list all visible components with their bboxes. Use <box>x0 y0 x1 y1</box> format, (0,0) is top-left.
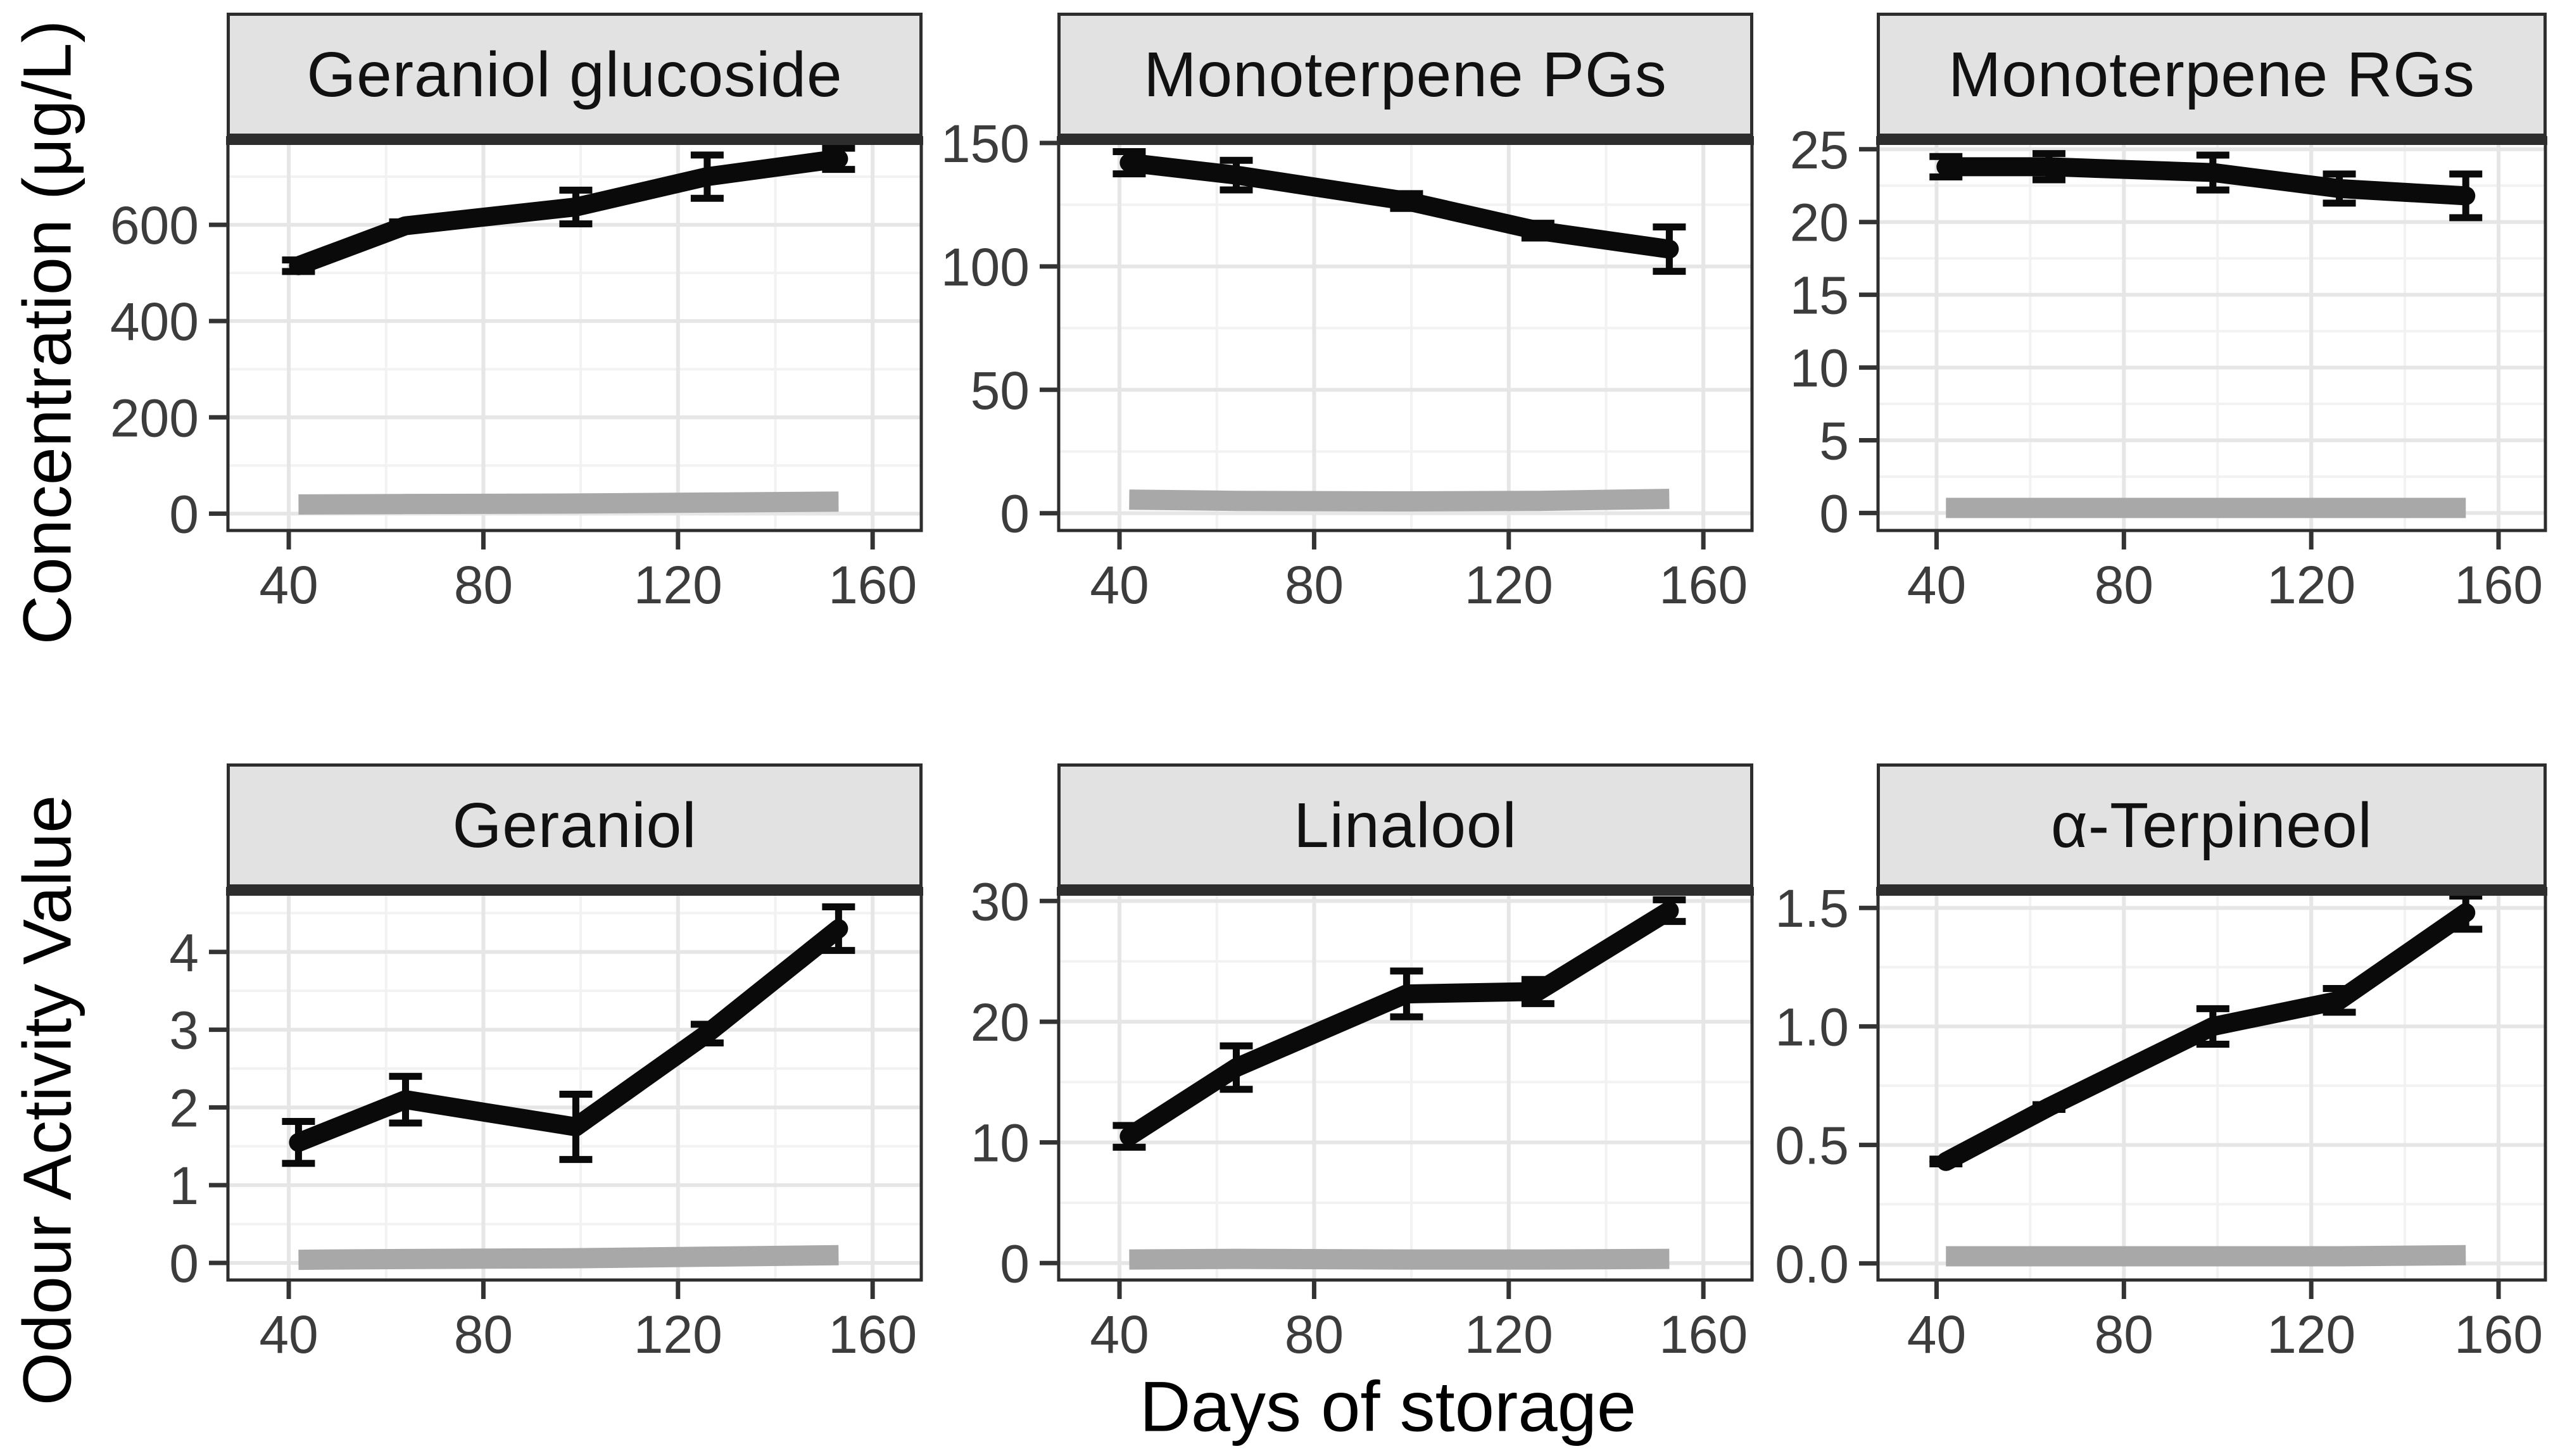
svg-text:0: 0 <box>169 484 199 544</box>
facet-strip: Geraniol <box>227 763 923 888</box>
facet-strip-title: α-Terpineol <box>2051 789 2373 861</box>
facet-strip-title: Monoterpene PGs <box>1144 39 1667 110</box>
svg-text:4: 4 <box>169 923 199 982</box>
svg-text:80: 80 <box>2095 1305 2153 1364</box>
svg-text:1.5: 1.5 <box>1775 879 1849 938</box>
svg-text:40: 40 <box>259 555 318 615</box>
svg-text:160: 160 <box>2454 555 2543 615</box>
svg-text:80: 80 <box>454 1305 513 1364</box>
facet-strip: Monoterpene RGs <box>1877 13 2547 137</box>
svg-text:400: 400 <box>110 292 199 351</box>
svg-text:0: 0 <box>1000 484 1030 544</box>
facet-plot-linalool: 40 80 120 160 0 10 20 30 <box>971 872 1754 1364</box>
svg-text:15: 15 <box>1790 266 1849 325</box>
svg-text:3: 3 <box>169 1001 199 1060</box>
svg-text:30: 30 <box>971 872 1030 931</box>
svg-text:40: 40 <box>1090 555 1149 615</box>
svg-text:50: 50 <box>971 361 1030 420</box>
facet-strip: Monoterpene PGs <box>1057 13 1753 137</box>
svg-text:80: 80 <box>2095 555 2153 615</box>
svg-text:10: 10 <box>971 1114 1030 1173</box>
svg-text:160: 160 <box>1659 555 1748 615</box>
svg-text:150: 150 <box>941 114 1030 173</box>
svg-text:40: 40 <box>1907 1305 1966 1364</box>
facet-strip: Linalool <box>1057 763 1753 888</box>
facet-strip: α-Terpineol <box>1877 763 2547 888</box>
svg-text:10: 10 <box>1790 339 1849 398</box>
svg-text:160: 160 <box>1659 1305 1748 1364</box>
svg-text:160: 160 <box>2454 1305 2543 1364</box>
facet-strip: Geraniol glucoside <box>227 13 923 137</box>
svg-text:1: 1 <box>169 1156 199 1215</box>
svg-text:0.5: 0.5 <box>1775 1116 1849 1176</box>
svg-text:5: 5 <box>1819 411 1849 470</box>
svg-text:0: 0 <box>1819 484 1849 543</box>
facet-plot-monoterpene-rgs: 40 80 120 160 0 5 10 15 20 25 <box>1790 120 2547 615</box>
facet-plot-alpha-terpineol: 40 80 120 160 0.0 0.5 1.0 1.5 <box>1775 879 2547 1364</box>
facet-strip-title: Linalool <box>1294 789 1517 861</box>
svg-text:80: 80 <box>1285 555 1344 615</box>
svg-text:1.0: 1.0 <box>1775 997 1849 1057</box>
y-axis-title-odour-activity: Odour Activity Value <box>8 794 85 1406</box>
svg-text:40: 40 <box>1907 555 1966 615</box>
x-axis-title-days-of-storage: Days of storage <box>1139 1367 1637 1447</box>
svg-text:160: 160 <box>828 1305 917 1364</box>
svg-text:20: 20 <box>1790 193 1849 253</box>
svg-text:2: 2 <box>169 1078 199 1138</box>
svg-text:25: 25 <box>1790 120 1849 180</box>
svg-text:100: 100 <box>941 237 1030 297</box>
facet-strip-title: Monoterpene RGs <box>1948 39 2476 110</box>
svg-text:0.0: 0.0 <box>1775 1234 1849 1294</box>
svg-text:80: 80 <box>1285 1305 1344 1364</box>
svg-text:600: 600 <box>110 196 199 255</box>
svg-text:0: 0 <box>169 1234 199 1293</box>
facet-strip-title: Geraniol glucoside <box>306 39 843 110</box>
facet-plot-geraniol: 40 80 120 160 0 1 2 3 4 <box>169 887 923 1364</box>
svg-text:200: 200 <box>110 388 199 448</box>
facet-strip-title: Geraniol <box>452 789 697 861</box>
svg-text:80: 80 <box>454 555 513 615</box>
facet-plot-monoterpene-pgs: 40 80 120 160 0 50 100 150 <box>941 114 1754 615</box>
facet-plot-geraniol-glucoside: 40 80 120 160 0 200 400 600 <box>110 136 923 615</box>
svg-text:160: 160 <box>828 555 917 615</box>
svg-text:120: 120 <box>1465 555 1553 615</box>
svg-text:120: 120 <box>2267 1305 2355 1364</box>
svg-text:40: 40 <box>1090 1305 1149 1364</box>
svg-text:40: 40 <box>259 1305 318 1364</box>
y-axis-title-concentration: Concentration (μg/L) <box>8 20 85 645</box>
svg-text:120: 120 <box>634 555 722 615</box>
svg-text:120: 120 <box>2267 555 2355 615</box>
svg-text:0: 0 <box>1000 1234 1030 1293</box>
svg-text:20: 20 <box>971 993 1030 1052</box>
svg-text:120: 120 <box>1465 1305 1553 1364</box>
svg-text:120: 120 <box>634 1305 722 1364</box>
